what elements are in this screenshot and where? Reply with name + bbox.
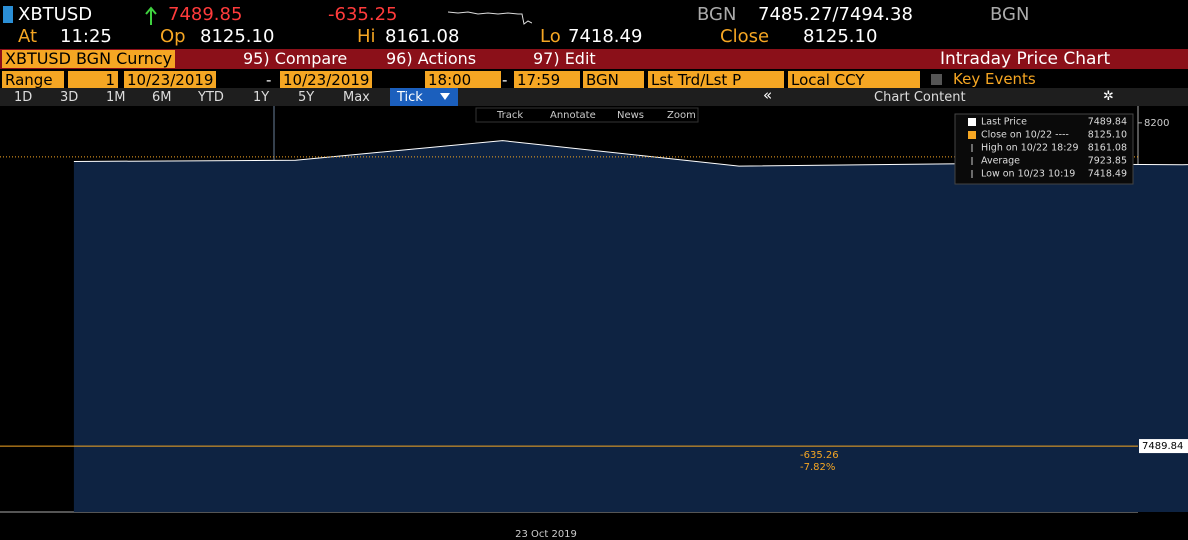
settings-icon[interactable]: ✲ xyxy=(1103,89,1114,104)
stat-label: Op xyxy=(160,26,186,47)
legend-label: Close on 10/22 ---- xyxy=(981,130,1069,141)
edit-menu[interactable]: 97) Edit xyxy=(533,49,596,68)
compare-menu[interactable]: 95) Compare xyxy=(243,49,348,68)
period-button[interactable]: 5Y xyxy=(298,90,315,105)
price-tag: 7489.84 xyxy=(1142,441,1183,452)
annotation: -7.82% xyxy=(800,462,835,473)
period-button[interactable]: 1Y xyxy=(253,90,270,105)
chart-content[interactable]: Chart Content xyxy=(874,90,966,105)
stat-label: Hi xyxy=(357,26,376,47)
x-axis-label: 23 Oct 2019 xyxy=(515,529,577,540)
sparkline xyxy=(448,11,532,25)
range-label: Range xyxy=(2,71,64,89)
tick-highlight xyxy=(390,88,458,106)
legend-label: High on 10/22 18:29 xyxy=(981,143,1078,154)
stat-value: 8161.08 xyxy=(385,26,460,47)
key-events[interactable]: Key Events xyxy=(953,70,1036,88)
y-tick-label: 8200 xyxy=(1144,118,1169,129)
legend-swatch xyxy=(968,118,976,126)
stat-label: At xyxy=(18,26,38,47)
source: BGN xyxy=(697,4,737,25)
currency-box[interactable]: Local CCY xyxy=(788,71,920,89)
period-button[interactable]: Tick xyxy=(397,90,423,105)
area xyxy=(73,140,1188,512)
ticker: XBTUSD xyxy=(18,4,93,25)
legend-label: Low on 10/23 10:19 xyxy=(981,169,1075,180)
start-time[interactable]: 18:00 xyxy=(425,71,501,89)
legend-label: Average xyxy=(981,156,1020,167)
actions-menu[interactable]: 96) Actions xyxy=(386,49,477,68)
end-date[interactable]: 10/23/2019 xyxy=(280,71,373,89)
chart-tool: Annotate xyxy=(550,110,596,121)
start-date[interactable]: 10/23/2019 xyxy=(124,71,217,89)
period-button[interactable]: 1D xyxy=(14,90,33,105)
legend-value: 7418.49 xyxy=(1088,169,1127,180)
stat-label: Lo xyxy=(540,26,561,47)
annotation: -635.26 xyxy=(800,450,839,461)
source: BGN xyxy=(990,4,1030,25)
legend-value: 7489.84 xyxy=(1088,117,1127,128)
legend-box xyxy=(954,113,1134,185)
price-tag-bg xyxy=(1139,439,1188,454)
range-days[interactable]: 1 xyxy=(68,71,118,89)
legend-value: 8125.10 xyxy=(1088,130,1127,141)
chart-tool: Zoom xyxy=(667,110,696,121)
chart-tool: Track xyxy=(496,110,523,121)
bid-ask: 7485.27/7494.38 xyxy=(758,4,913,25)
period-bar xyxy=(0,88,1188,106)
tools-frame xyxy=(475,107,699,123)
period-button[interactable]: 1M xyxy=(106,90,126,105)
period-button[interactable]: Max xyxy=(343,90,370,105)
dash: - xyxy=(266,71,272,89)
net-change: -635.25 xyxy=(328,4,398,25)
last-price: 7489.85 xyxy=(168,4,243,25)
legend-label: Last Price xyxy=(981,117,1027,128)
period-button[interactable]: 3D xyxy=(60,90,79,105)
legend-value: 7923.85 xyxy=(1088,156,1127,167)
menu-bar xyxy=(0,49,1188,69)
chart-tool: News xyxy=(617,110,644,121)
legend-swatch xyxy=(968,131,976,139)
dash: - xyxy=(502,71,508,89)
field-box[interactable]: Lst Trd/Lst P xyxy=(648,71,784,89)
collapse-icon[interactable]: « xyxy=(763,86,773,104)
source-box[interactable]: BGN xyxy=(583,71,644,89)
legend-value: 8161.08 xyxy=(1088,143,1127,154)
ticker-marker xyxy=(3,6,13,23)
stat-value: 11:25 xyxy=(60,26,112,47)
period-button[interactable]: 6M xyxy=(152,90,172,105)
checkbox[interactable] xyxy=(931,74,942,85)
dropdown-icon xyxy=(440,93,450,100)
chart-name: Intraday Price Chart xyxy=(940,49,1111,69)
period-button[interactable]: YTD xyxy=(198,90,224,105)
stat-value: 7418.49 xyxy=(568,26,643,47)
stat-label: Close xyxy=(720,26,770,47)
stat-value: 8125.10 xyxy=(803,26,878,47)
end-time[interactable]: 17:59 xyxy=(514,71,580,89)
security-box[interactable]: XBTUSD BGN Curncy xyxy=(2,50,176,68)
stat-value: 8125.10 xyxy=(200,26,275,47)
up-arrow xyxy=(145,6,157,25)
